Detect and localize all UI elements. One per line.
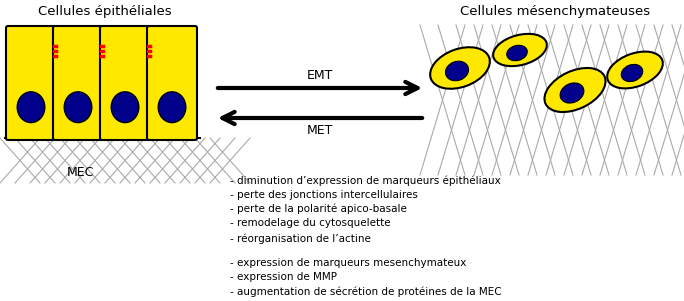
FancyBboxPatch shape bbox=[53, 26, 103, 140]
Text: MET: MET bbox=[307, 124, 333, 137]
Text: - perte des jonctions intercellulaires: - perte des jonctions intercellulaires bbox=[230, 190, 418, 200]
Ellipse shape bbox=[507, 45, 527, 61]
FancyBboxPatch shape bbox=[6, 26, 56, 140]
FancyBboxPatch shape bbox=[100, 26, 150, 140]
Ellipse shape bbox=[621, 64, 643, 82]
Text: Cellules épithéliales: Cellules épithéliales bbox=[38, 5, 172, 18]
Text: MEC: MEC bbox=[66, 166, 94, 179]
Text: - remodelage du cytosquelette: - remodelage du cytosquelette bbox=[230, 219, 391, 228]
Text: - diminution d’expression de marqueurs épithéliaux: - diminution d’expression de marqueurs é… bbox=[230, 175, 501, 185]
Text: - perte de la polarité apico-basale: - perte de la polarité apico-basale bbox=[230, 204, 407, 215]
Text: - expression de MMP: - expression de MMP bbox=[230, 272, 337, 282]
Ellipse shape bbox=[64, 92, 92, 123]
Text: - réorganisation de l’actine: - réorganisation de l’actine bbox=[230, 233, 371, 244]
Text: - augmentation de sécrétion de protéines de la MEC: - augmentation de sécrétion de protéines… bbox=[230, 287, 501, 297]
Ellipse shape bbox=[445, 61, 469, 81]
Text: - expression de marqueurs mesenchymateux: - expression de marqueurs mesenchymateux bbox=[230, 257, 466, 268]
Ellipse shape bbox=[493, 34, 547, 66]
Text: Cellules mésenchymateuses: Cellules mésenchymateuses bbox=[460, 5, 650, 18]
Text: EMT: EMT bbox=[307, 69, 333, 82]
Ellipse shape bbox=[560, 83, 584, 103]
Ellipse shape bbox=[607, 51, 663, 88]
Ellipse shape bbox=[111, 92, 139, 123]
Ellipse shape bbox=[158, 92, 186, 123]
Ellipse shape bbox=[430, 47, 490, 89]
Ellipse shape bbox=[544, 68, 605, 112]
FancyBboxPatch shape bbox=[147, 26, 197, 140]
Ellipse shape bbox=[17, 92, 44, 123]
